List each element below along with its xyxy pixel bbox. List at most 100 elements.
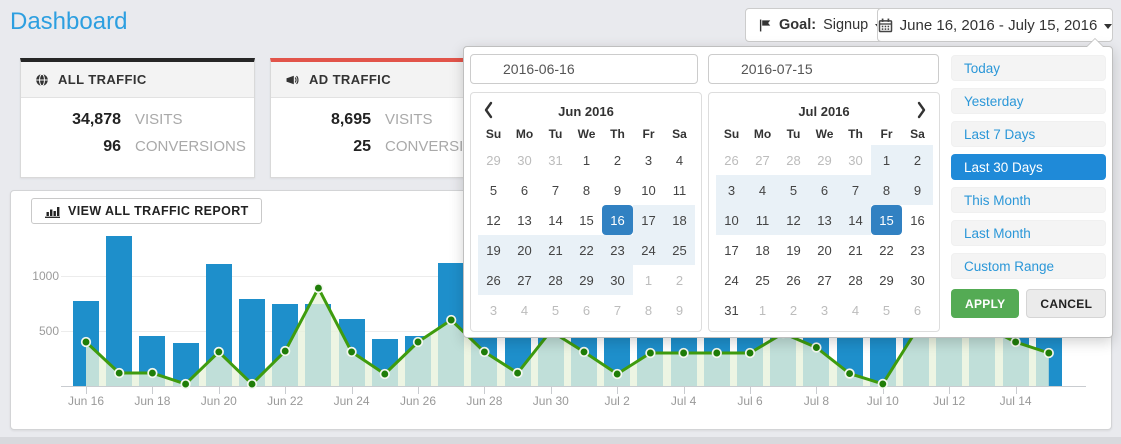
day-cell-28[interactable]: 28 [540, 265, 571, 295]
day-cell-29[interactable]: 29 [571, 265, 602, 295]
day-cell-17[interactable]: 17 [724, 242, 739, 258]
day-cell-30[interactable]: 30 [910, 272, 925, 288]
day-cell-26[interactable]: 26 [724, 152, 739, 168]
chevron-left-icon[interactable] [482, 101, 495, 119]
day-cell-30[interactable]: 30 [517, 152, 532, 168]
range-option-last-30-days[interactable]: Last 30 Days [951, 154, 1106, 180]
day-cell-14[interactable]: 14 [840, 205, 871, 235]
day-cell-5[interactable]: 5 [551, 302, 560, 318]
day-cell-29[interactable]: 29 [486, 152, 501, 168]
day-cell-3[interactable]: 3 [489, 302, 498, 318]
day-cell-4[interactable]: 4 [851, 302, 860, 318]
day-cell-6[interactable]: 6 [520, 182, 529, 198]
day-cell-24[interactable]: 24 [724, 272, 739, 288]
day-cell-21[interactable]: 21 [848, 242, 863, 258]
range-option-custom-range[interactable]: Custom Range [951, 253, 1106, 279]
day-cell-29[interactable]: 29 [817, 152, 832, 168]
cancel-button[interactable]: CANCEL [1026, 289, 1107, 318]
day-cell-4[interactable]: 4 [747, 175, 778, 205]
day-cell-22[interactable]: 22 [571, 235, 602, 265]
day-cell-16[interactable]: 16 [602, 205, 633, 235]
day-cell-4[interactable]: 4 [675, 152, 684, 168]
day-cell-7[interactable]: 7 [613, 302, 622, 318]
day-cell-2[interactable]: 2 [902, 145, 933, 175]
day-cell-15[interactable]: 15 [579, 212, 594, 228]
day-cell-6[interactable]: 6 [582, 302, 591, 318]
range-option-last-7-days[interactable]: Last 7 Days [951, 121, 1106, 147]
day-cell-28[interactable]: 28 [786, 152, 801, 168]
end-date-input[interactable] [708, 54, 939, 84]
chevron-right-icon[interactable] [915, 101, 928, 119]
day-cell-1[interactable]: 1 [582, 152, 591, 168]
day-cell-31[interactable]: 31 [548, 152, 563, 168]
day-cell-2[interactable]: 2 [789, 302, 798, 318]
day-cell-1[interactable]: 1 [644, 272, 653, 288]
day-cell-9[interactable]: 9 [902, 175, 933, 205]
day-cell-5[interactable]: 5 [882, 302, 891, 318]
day-cell-10[interactable]: 10 [641, 182, 656, 198]
day-cell-27[interactable]: 27 [509, 265, 540, 295]
day-cell-6[interactable]: 6 [913, 302, 922, 318]
day-cell-8[interactable]: 8 [871, 175, 902, 205]
day-cell-18[interactable]: 18 [664, 205, 695, 235]
day-cell-28[interactable]: 28 [848, 272, 863, 288]
day-cell-25[interactable]: 25 [755, 272, 770, 288]
day-cell-31[interactable]: 31 [724, 302, 739, 318]
day-cell-24[interactable]: 24 [633, 235, 664, 265]
range-option-yesterday[interactable]: Yesterday [951, 88, 1106, 114]
goal-selector-button[interactable]: Goal: Signup [745, 8, 897, 42]
day-cell-17[interactable]: 17 [633, 205, 664, 235]
day-cell-23[interactable]: 23 [910, 242, 925, 258]
day-cell-15[interactable]: 15 [871, 205, 902, 235]
day-cell-7[interactable]: 7 [840, 175, 871, 205]
day-cell-1[interactable]: 1 [871, 145, 902, 175]
day-cell-18[interactable]: 18 [755, 242, 770, 258]
day-cell-3[interactable]: 3 [716, 175, 747, 205]
day-cell-5[interactable]: 5 [778, 175, 809, 205]
day-cell-16[interactable]: 16 [910, 212, 925, 228]
day-cell-11[interactable]: 11 [747, 205, 778, 235]
day-cell-12[interactable]: 12 [778, 205, 809, 235]
day-cell-25[interactable]: 25 [664, 235, 695, 265]
day-cell-2[interactable]: 2 [613, 152, 622, 168]
day-cell-26[interactable]: 26 [478, 265, 509, 295]
day-cell-14[interactable]: 14 [548, 212, 563, 228]
day-cell-19[interactable]: 19 [786, 242, 801, 258]
range-option-today[interactable]: Today [951, 55, 1106, 81]
day-cell-26[interactable]: 26 [786, 272, 801, 288]
day-cell-20[interactable]: 20 [509, 235, 540, 265]
day-cell-21[interactable]: 21 [540, 235, 571, 265]
day-cell-29[interactable]: 29 [879, 272, 894, 288]
day-cell-30[interactable]: 30 [848, 152, 863, 168]
range-option-this-month[interactable]: This Month [951, 187, 1106, 213]
day-cell-7[interactable]: 7 [551, 182, 560, 198]
day-cell-5[interactable]: 5 [489, 182, 498, 198]
day-cell-9[interactable]: 9 [613, 182, 622, 198]
day-cell-13[interactable]: 13 [517, 212, 532, 228]
day-cell-4[interactable]: 4 [520, 302, 529, 318]
day-cell-8[interactable]: 8 [644, 302, 653, 318]
day-cell-19[interactable]: 19 [478, 235, 509, 265]
day-cell-8[interactable]: 8 [582, 182, 591, 198]
day-cell-23[interactable]: 23 [602, 235, 633, 265]
day-cell-10[interactable]: 10 [716, 205, 747, 235]
day-cell-3[interactable]: 3 [644, 152, 653, 168]
view-all-traffic-report-button[interactable]: VIEW ALL TRAFFIC REPORT [31, 198, 262, 224]
day-cell-11[interactable]: 11 [672, 182, 687, 198]
range-option-last-month[interactable]: Last Month [951, 220, 1106, 246]
day-cell-27[interactable]: 27 [755, 152, 770, 168]
apply-button[interactable]: APPLY [951, 289, 1020, 318]
day-cell-20[interactable]: 20 [817, 242, 832, 258]
day-cell-9[interactable]: 9 [675, 302, 684, 318]
day-cell-3[interactable]: 3 [820, 302, 829, 318]
day-cell-12[interactable]: 12 [486, 212, 501, 228]
day-cell-1[interactable]: 1 [758, 302, 767, 318]
day-cell-30[interactable]: 30 [602, 265, 633, 295]
day-cell-6[interactable]: 6 [809, 175, 840, 205]
date-range-button[interactable]: June 16, 2016 - July 15, 2016 [877, 8, 1113, 42]
day-cell-2[interactable]: 2 [675, 272, 684, 288]
day-cell-13[interactable]: 13 [809, 205, 840, 235]
day-cell-22[interactable]: 22 [879, 242, 894, 258]
day-cell-27[interactable]: 27 [817, 272, 832, 288]
start-date-input[interactable] [470, 54, 698, 84]
